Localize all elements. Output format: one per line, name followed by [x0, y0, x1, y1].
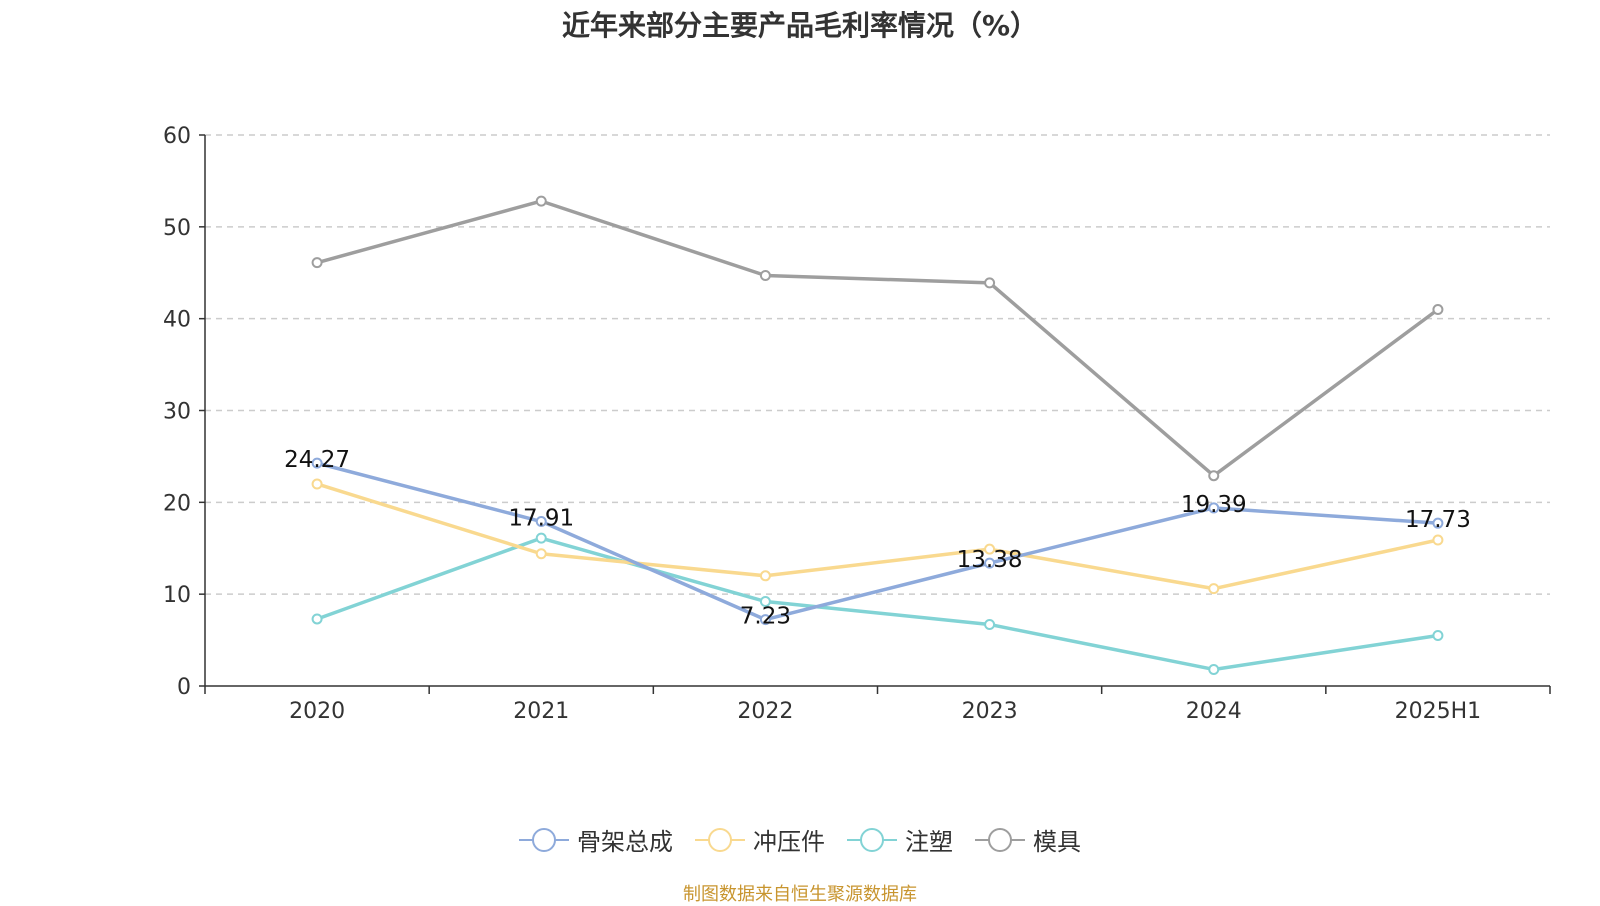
series-line	[316, 199, 1439, 478]
data-label: 17.91	[508, 506, 574, 532]
axes: 0 10 20 30 40 50 60 2020 2021 2022 2023 2024 2025H1	[163, 124, 1551, 724]
data-label: 7.23	[740, 604, 791, 630]
data-point	[535, 548, 547, 560]
y-tick-label: 60	[163, 124, 191, 149]
series-lines	[311, 195, 1444, 675]
source-note: 制图数据来自恒生聚源数据库	[683, 884, 917, 905]
y-tick-label: 40	[163, 308, 191, 333]
chart-title: 近年来部分主要产品毛利率情况（%）	[561, 9, 1039, 42]
y-tick-label: 30	[163, 400, 191, 425]
legend-swatch-icon	[847, 826, 897, 854]
data-label: 19.39	[1181, 492, 1247, 518]
data-point	[1208, 583, 1220, 595]
legend-item[interactable]: 注塑	[847, 822, 953, 857]
y-tick-label: 10	[163, 583, 191, 608]
data-point	[311, 257, 323, 269]
legend-item[interactable]: 骨架总成	[519, 822, 673, 857]
legend-label: 冲压件	[753, 828, 825, 856]
legend-label: 骨架总成	[577, 828, 673, 856]
data-point	[535, 195, 547, 207]
data-point	[984, 618, 996, 630]
legend-swatch-icon	[519, 826, 569, 854]
y-tick-label: 0	[177, 675, 191, 700]
y-tick-label: 50	[163, 216, 191, 241]
data-point	[311, 613, 323, 625]
data-point	[984, 277, 996, 289]
data-point	[984, 543, 996, 555]
x-tick-label: 2021	[513, 699, 569, 724]
legend-item[interactable]: 冲压件	[695, 822, 825, 857]
series-line	[316, 536, 1439, 672]
series-line	[316, 482, 1439, 591]
series-line	[316, 461, 1439, 622]
x-tick-label: 2022	[737, 699, 793, 724]
legend-label: 模具	[1033, 828, 1081, 856]
data-point	[759, 570, 771, 582]
data-point	[1432, 534, 1444, 546]
x-tick-label: 2020	[289, 699, 345, 724]
x-tick-label: 2023	[962, 699, 1018, 724]
data-point	[1432, 629, 1444, 641]
data-point	[311, 457, 323, 469]
data-point	[759, 270, 771, 282]
data-point	[1208, 502, 1220, 514]
data-label: 24.27	[284, 447, 350, 473]
data-point	[984, 557, 996, 569]
legend-label: 注塑	[905, 828, 953, 856]
data-label: 17.73	[1405, 507, 1471, 533]
legend: 骨架总成 冲压件 注塑 模具	[0, 822, 1600, 857]
legend-item[interactable]: 模具	[975, 822, 1081, 857]
data-point	[311, 478, 323, 490]
data-label: 13.38	[957, 547, 1023, 573]
data-point	[759, 614, 771, 626]
data-point	[1432, 303, 1444, 315]
grid-lines	[205, 134, 1550, 595]
y-tick-label: 20	[163, 491, 191, 516]
x-tick-label: 2024	[1186, 699, 1242, 724]
data-point	[1208, 663, 1220, 675]
data-point	[535, 516, 547, 528]
data-point	[1208, 470, 1220, 482]
data-point	[535, 532, 547, 544]
data-point	[1432, 517, 1444, 529]
legend-swatch-icon	[695, 826, 745, 854]
data-point	[759, 596, 771, 608]
x-tick-label: 2025H1	[1395, 699, 1482, 724]
legend-swatch-icon	[975, 826, 1025, 854]
data-labels: 24.27 17.91 7.23 13.38 19.39 17.73	[284, 447, 1471, 629]
